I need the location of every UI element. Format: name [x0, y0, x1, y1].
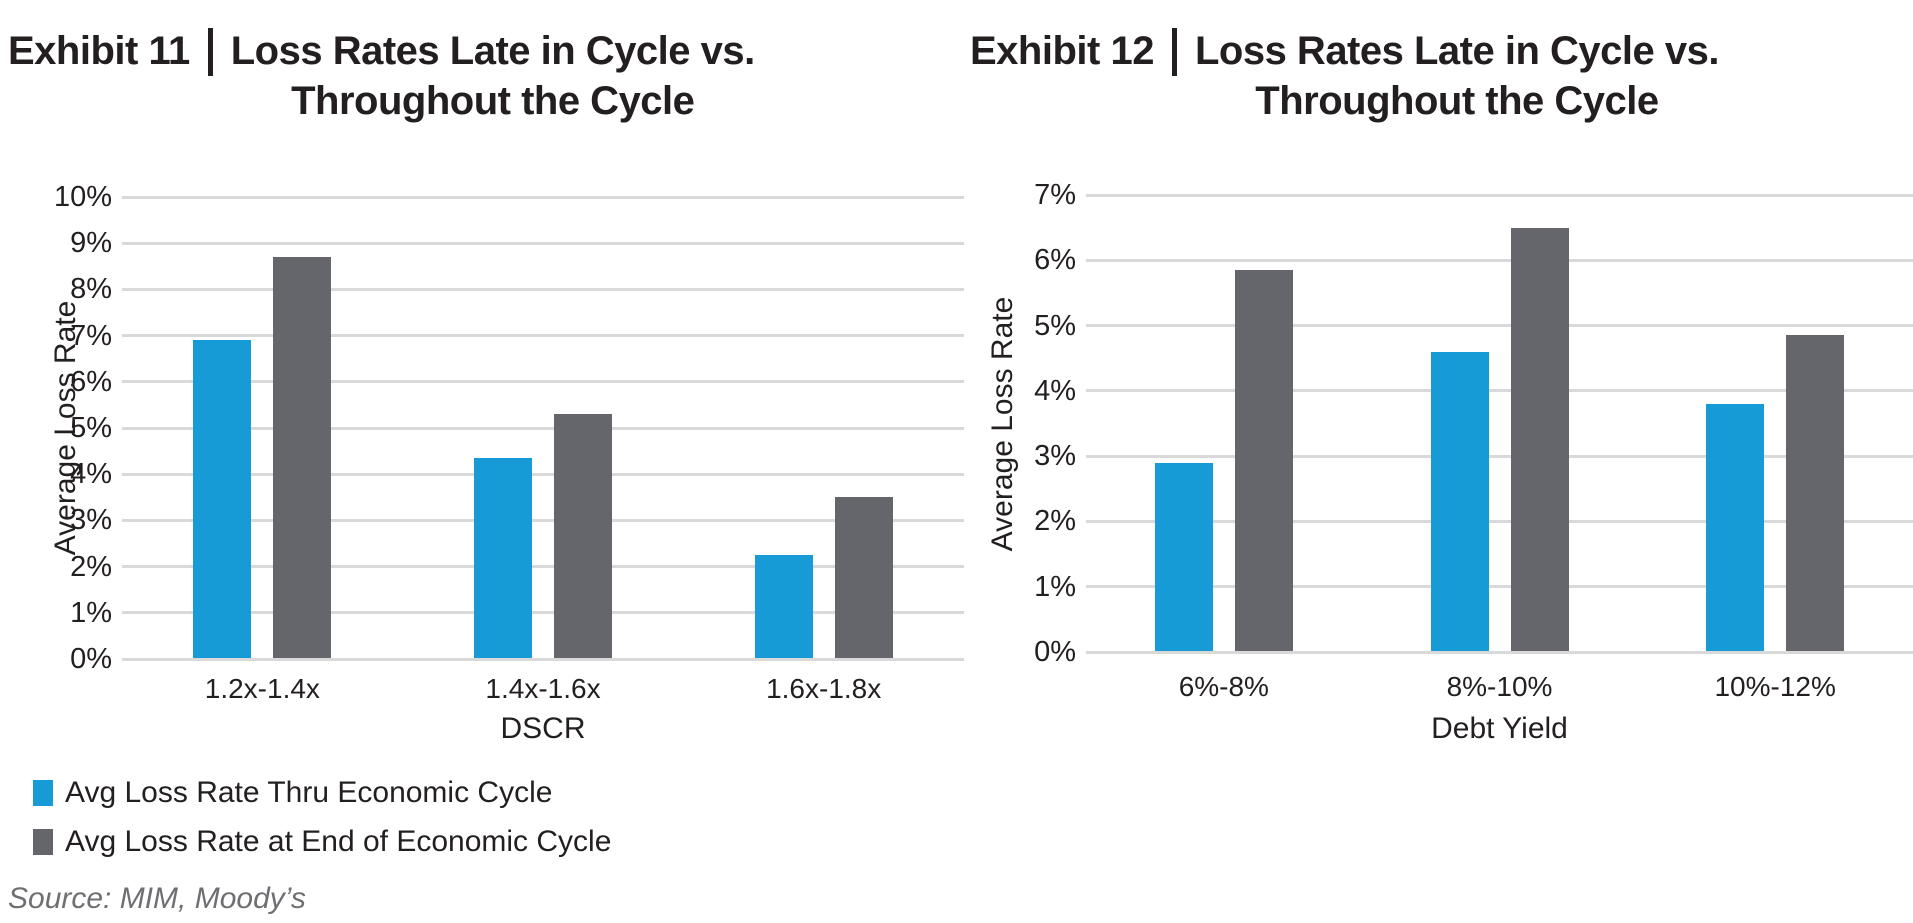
- x-axis-line: [122, 657, 964, 661]
- y-tick-label: 7%: [1034, 179, 1076, 211]
- gridline: [122, 426, 964, 430]
- gridline: [122, 472, 964, 476]
- gridline: [1086, 585, 1913, 589]
- bar-end-of-cycle: [1786, 335, 1845, 652]
- title-separator-bar: [207, 28, 213, 76]
- x-axis-title: DSCR: [500, 712, 586, 745]
- gridline: [1086, 519, 1913, 523]
- y-tick-label: 5%: [1034, 309, 1076, 342]
- y-tick-label: 5%: [70, 412, 112, 444]
- gridline: [122, 195, 964, 199]
- gridline: [122, 334, 964, 338]
- x-axis-title: Debt Yield: [1431, 712, 1568, 745]
- gridline: [122, 380, 964, 384]
- gridline: [1086, 454, 1913, 458]
- gridline: [122, 565, 964, 569]
- y-tick-label: 1%: [1034, 570, 1076, 603]
- y-tick-label: 8%: [70, 273, 112, 306]
- bar-thru-cycle: [474, 458, 532, 659]
- legend-swatch-gray: [33, 829, 53, 855]
- x-category-label: 10%-12%: [1714, 671, 1836, 702]
- x-axis-labels: 1.2x-1.4x 1.4x-1.6x 1.6x-1.8x: [122, 672, 964, 712]
- legend-item-end-of-cycle: Avg Loss Rate at End of Economic Cycle: [33, 825, 611, 859]
- y-tick-label: 3%: [70, 504, 112, 537]
- y-tick-label: 7%: [70, 319, 112, 352]
- gridline: [1086, 258, 1913, 262]
- y-axis-ticks: 0% 1% 2% 3% 4% 5% 6% 7% 8% 9% 10%: [0, 181, 112, 675]
- legend-item-thru-cycle: Avg Loss Rate Thru Economic Cycle: [33, 776, 611, 810]
- plot-area: [122, 195, 964, 661]
- x-axis-line: [1086, 650, 1913, 654]
- y-tick-label: 2%: [70, 550, 112, 583]
- y-tick-label: 4%: [1034, 374, 1076, 407]
- gridline: [1086, 324, 1913, 328]
- title-separator-bar: [1171, 28, 1177, 76]
- title-text: Loss Rates Late in Cycle vs. Throughout …: [230, 26, 756, 126]
- bar-end-of-cycle: [554, 414, 612, 659]
- x-category-label: 1.6x-1.8x: [766, 673, 882, 704]
- chart-title: Exhibit 11 Loss Rates Late in Cycle vs. …: [8, 26, 755, 126]
- y-tick-label: 1%: [70, 596, 112, 629]
- y-tick-label: 6%: [70, 365, 112, 398]
- x-category-label: 6%-8%: [1178, 671, 1269, 702]
- gridline: [122, 611, 964, 615]
- title-line-2: Throughout the Cycle: [1255, 79, 1659, 123]
- chart-title: Exhibit 12 Loss Rates Late in Cycle vs. …: [970, 26, 1719, 126]
- y-tick-label: 9%: [70, 227, 112, 260]
- exhibit-label: Exhibit 12: [970, 29, 1154, 73]
- gridline: [122, 518, 964, 522]
- bar-thru-cycle: [754, 555, 813, 659]
- y-tick-label: 3%: [1034, 440, 1076, 473]
- title-line-1: Loss Rates Late in Cycle vs.: [230, 29, 756, 73]
- legend-label: Avg Loss Rate at End of Economic Cycle: [65, 825, 612, 858]
- bar-end-of-cycle: [1510, 227, 1569, 652]
- bar-end-of-cycle: [273, 257, 332, 659]
- legend: Avg Loss Rate Thru Economic Cycle Avg Lo…: [33, 776, 611, 859]
- y-tick-label: 4%: [70, 458, 112, 491]
- x-category-label: 1.2x-1.4x: [204, 673, 320, 704]
- bar-thru-cycle: [1154, 462, 1213, 652]
- gridline: [1086, 193, 1913, 197]
- legend-label: Avg Loss Rate Thru Economic Cycle: [65, 776, 553, 809]
- title-text: Loss Rates Late in Cycle vs. Throughout …: [1194, 26, 1720, 126]
- title-line-2: Throughout the Cycle: [291, 79, 695, 123]
- y-tick-label: 10%: [53, 181, 112, 213]
- gridline: [122, 241, 964, 245]
- bar-thru-cycle: [1430, 351, 1489, 652]
- x-category-label: 8%-10%: [1446, 671, 1553, 702]
- y-tick-label: 0%: [70, 643, 112, 675]
- x-axis-labels: 6%-8% 8%-10% 10%-12%: [1086, 670, 1913, 710]
- y-tick-label: 6%: [1034, 244, 1076, 277]
- y-tick-label: 2%: [1034, 505, 1076, 538]
- source-note: Source: MIM, Moody’s: [8, 882, 306, 915]
- y-tick-label: 0%: [1034, 636, 1076, 668]
- bar-thru-cycle: [1706, 403, 1765, 652]
- legend-swatch-blue: [33, 780, 53, 806]
- title-line-1: Loss Rates Late in Cycle vs.: [1194, 29, 1720, 73]
- gridline: [1086, 389, 1913, 393]
- x-category-label: 1.4x-1.6x: [485, 673, 601, 704]
- bar-end-of-cycle: [834, 497, 893, 659]
- gridline: [122, 287, 964, 291]
- exhibit-label: Exhibit 11: [8, 29, 190, 73]
- bar-thru-cycle: [193, 340, 252, 659]
- y-axis-ticks: 0% 1% 2% 3% 4% 5% 6% 7%: [964, 179, 1076, 668]
- bar-end-of-cycle: [1234, 270, 1293, 652]
- plot-area: [1086, 193, 1913, 654]
